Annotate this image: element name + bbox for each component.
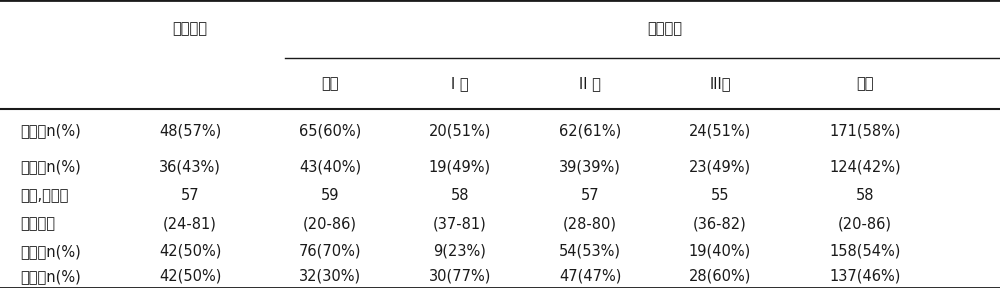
Text: 19(49%): 19(49%) <box>429 160 491 175</box>
Text: 正常组织: 正常组织 <box>173 21 208 36</box>
Text: 30(77%): 30(77%) <box>429 269 491 284</box>
Text: 总计: 总计 <box>856 76 874 91</box>
Text: (36-82): (36-82) <box>693 216 747 232</box>
Text: 54(53%): 54(53%) <box>559 244 621 259</box>
Text: (20-86): (20-86) <box>838 216 892 232</box>
Text: (37-81): (37-81) <box>433 216 487 232</box>
Text: 9(23%): 9(23%) <box>434 244 486 259</box>
Text: 23(49%): 23(49%) <box>689 160 751 175</box>
Text: 58: 58 <box>451 188 469 203</box>
Text: 47(47%): 47(47%) <box>559 269 621 284</box>
Text: 57: 57 <box>581 188 599 203</box>
Text: 55: 55 <box>711 188 729 203</box>
Text: (28-80): (28-80) <box>563 216 617 232</box>
Text: 年龄,平均值: 年龄,平均值 <box>20 188 68 203</box>
Text: 42(50%): 42(50%) <box>159 269 221 284</box>
Text: 28(60%): 28(60%) <box>689 269 751 284</box>
Text: 76(70%): 76(70%) <box>299 244 361 259</box>
Text: 女性，n(%): 女性，n(%) <box>20 160 81 175</box>
Text: 59: 59 <box>321 188 339 203</box>
Text: 结肠，n(%): 结肠，n(%) <box>20 244 81 259</box>
Text: 124(42%): 124(42%) <box>829 160 901 175</box>
Text: II 期: II 期 <box>579 76 601 91</box>
Text: 腺瘤: 腺瘤 <box>321 76 339 91</box>
Text: 137(46%): 137(46%) <box>829 269 901 284</box>
Text: 39(39%): 39(39%) <box>559 160 621 175</box>
Text: 171(58%): 171(58%) <box>829 124 901 139</box>
Text: 19(40%): 19(40%) <box>689 244 751 259</box>
Text: (20-86): (20-86) <box>303 216 357 232</box>
Text: 65(60%): 65(60%) <box>299 124 361 139</box>
Text: 62(61%): 62(61%) <box>559 124 621 139</box>
Text: 直肠，n(%): 直肠，n(%) <box>20 269 81 284</box>
Text: 男性，n(%): 男性，n(%) <box>20 124 81 139</box>
Text: 24(51%): 24(51%) <box>689 124 751 139</box>
Text: （范围）: （范围） <box>20 216 55 232</box>
Text: III期: III期 <box>709 76 731 91</box>
Text: 36(43%): 36(43%) <box>159 160 221 175</box>
Text: 158(54%): 158(54%) <box>829 244 901 259</box>
Text: 32(30%): 32(30%) <box>299 269 361 284</box>
Text: 43(40%): 43(40%) <box>299 160 361 175</box>
Text: 20(51%): 20(51%) <box>429 124 491 139</box>
Text: (24-81): (24-81) <box>163 216 217 232</box>
Text: I 期: I 期 <box>451 76 469 91</box>
Text: 57: 57 <box>181 188 199 203</box>
Text: 48(57%): 48(57%) <box>159 124 221 139</box>
Text: 42(50%): 42(50%) <box>159 244 221 259</box>
Text: 肿瘤组织: 肿瘤组织 <box>648 21 682 36</box>
Text: 58: 58 <box>856 188 874 203</box>
